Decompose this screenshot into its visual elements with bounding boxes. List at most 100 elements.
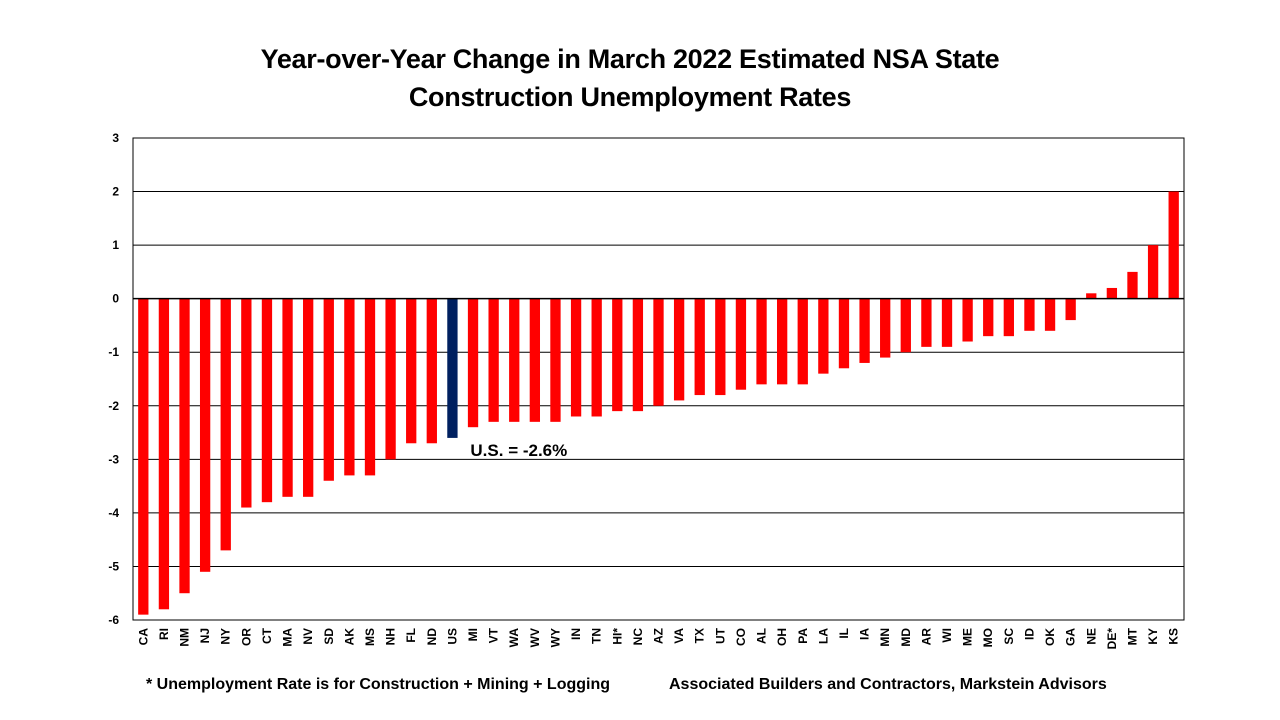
x-tick-label: UT [713, 627, 727, 644]
bar-ga [1065, 298, 1076, 321]
chart-title-line-1: Year-over-Year Change in March 2022 Esti… [260, 44, 1000, 74]
bar-ct [261, 298, 273, 503]
bar-or [241, 298, 252, 508]
x-tick-label: GA [1064, 628, 1078, 646]
x-tick-label: IL [837, 628, 851, 639]
plot-frame [132, 137, 1185, 621]
bar-wa [509, 298, 520, 422]
x-tick-label: NE [1084, 628, 1098, 645]
bar-md [900, 298, 911, 353]
x-tick-label: FL [404, 628, 418, 643]
x-tick-label: CT [260, 627, 274, 644]
x-tick-label: HI* [610, 628, 624, 645]
bar-mn [880, 298, 891, 358]
bar-nd [426, 298, 437, 444]
x-tick-label: PA [796, 628, 810, 644]
bar-ia [859, 298, 870, 363]
x-tick-label: AZ [652, 628, 666, 644]
x-tick-label: WI [940, 628, 954, 643]
x-tick-label: MD [899, 628, 913, 647]
bar-in [570, 298, 582, 417]
bar-mo [983, 298, 994, 337]
x-tick-label: MI [466, 628, 480, 641]
bar-mi [467, 298, 479, 428]
x-tick-label: OK [1043, 628, 1057, 646]
bar-co [735, 298, 747, 390]
bar-az [653, 298, 664, 406]
x-tick-label: NM [178, 628, 192, 647]
y-tick-label: -1 [108, 345, 119, 359]
y-tick-label: 2 [112, 185, 119, 199]
bar-ny [220, 298, 231, 551]
x-tick-label: OR [239, 628, 253, 646]
y-axis-tick-labels: 3 2 1 0 -1 -2 -3 -4 -5 -6 [108, 131, 119, 627]
x-tick-label: MO [981, 628, 995, 647]
x-tick-label: US [445, 628, 459, 645]
bar-ms [364, 298, 376, 476]
bar-oh [776, 298, 788, 385]
bar-nm [179, 298, 190, 594]
y-tick-label: 1 [112, 238, 119, 252]
x-tick-label: IN [569, 628, 583, 640]
bar-us [447, 298, 458, 438]
y-tick-label: -5 [108, 559, 119, 573]
bar-ca [138, 298, 149, 615]
y-tick-label: -4 [108, 506, 119, 520]
bar-ma [282, 298, 293, 497]
x-tick-label: KY [1146, 628, 1160, 645]
x-tick-label: NJ [198, 628, 212, 643]
bar-id [1024, 298, 1035, 331]
bar-ks [1168, 191, 1179, 299]
bar-ne [1086, 293, 1097, 299]
bar-ri [158, 298, 170, 610]
bar-ut [715, 298, 726, 396]
y-tick-label: 3 [112, 131, 119, 145]
x-tick-label: ND [425, 628, 439, 646]
x-tick-label: NY [219, 628, 233, 645]
bars [138, 191, 1179, 615]
y-tick-label: -6 [108, 613, 119, 627]
x-tick-label: LA [816, 628, 830, 644]
x-tick-label: SC [1002, 628, 1016, 645]
x-tick-label: TN [590, 628, 604, 644]
bar-pa [797, 298, 808, 385]
bar-la [818, 298, 829, 374]
bar-sd [323, 298, 334, 481]
bar-sc [1003, 298, 1014, 337]
x-tick-label: NC [631, 628, 645, 646]
bar-wy [550, 298, 561, 422]
chart-title: Year-over-Year Change in March 2022 Esti… [0, 40, 1260, 116]
x-tick-label: NH [384, 628, 398, 645]
bar-nv [303, 298, 314, 497]
y-tick-label: -2 [108, 399, 119, 413]
bar-wi [941, 298, 953, 347]
bar-ak [344, 298, 355, 476]
x-tick-label: CO [734, 628, 748, 646]
bar-al [756, 298, 767, 385]
bar-tn [591, 298, 602, 417]
bar-nj [199, 298, 211, 572]
bar-va [673, 298, 685, 401]
x-tick-label: AR [919, 628, 933, 646]
y-tick-label: 0 [112, 292, 119, 306]
x-tick-label: MA [281, 628, 295, 647]
x-tick-label: ID [1022, 628, 1036, 640]
bar-vt [488, 298, 499, 422]
x-tick-label: MT [1125, 627, 1139, 645]
bar-mt [1127, 271, 1138, 299]
x-tick-label: RI [157, 628, 171, 640]
x-tick-label: WV [528, 628, 542, 647]
bar-ky [1147, 245, 1159, 299]
x-tick-label: MS [363, 628, 377, 646]
bar-hi [612, 298, 623, 412]
footnote-right: Associated Builders and Contractors, Mar… [669, 676, 1107, 693]
x-tick-label: MN [878, 628, 892, 647]
x-tick-label: KS [1167, 628, 1181, 645]
y-tick-label: -3 [108, 452, 119, 466]
bar-tx [694, 298, 705, 396]
x-tick-label: AL [755, 628, 769, 644]
bar-fl [406, 298, 417, 444]
x-tick-label: SD [322, 628, 336, 645]
bar-nh [385, 298, 396, 460]
x-tick-label: TX [693, 628, 707, 643]
